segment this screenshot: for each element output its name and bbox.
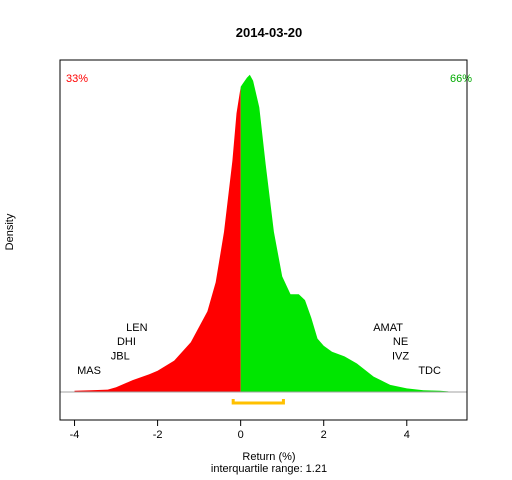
x-tick-label: -2 [153, 429, 163, 441]
density-area-negative [74, 86, 241, 392]
x-tick-label: 4 [404, 429, 410, 441]
iqr-bracket [231, 399, 285, 405]
chart-title: 2014-03-20 [236, 25, 303, 40]
x-tick-label: -4 [70, 429, 80, 441]
ticker-label-ne: NE [393, 336, 408, 348]
right-share-label: 66% [450, 73, 472, 85]
ticker-label-jbl: JBL [111, 350, 130, 362]
ticker-label-tdc: TDC [418, 365, 441, 377]
ticker-label-ivz: IVZ [392, 350, 409, 362]
plot-area: -4 -2 0 2 4 LEN DHI JBL MAS AMAT NE IVZ TDC [59, 59, 468, 441]
ticker-label-mas: MAS [77, 365, 101, 377]
density-area-positive [240, 74, 449, 393]
y-axis-label: Density [4, 213, 16, 250]
ticker-label-amat: AMAT [373, 322, 403, 334]
left-share-label: 33% [66, 73, 88, 85]
x-axis-label: Return (%) [242, 451, 295, 463]
ticker-label-dhi: DHI [117, 336, 136, 348]
chart-subtitle: interquartile range: 1.21 [211, 463, 327, 475]
ticker-label-len: LEN [126, 322, 147, 334]
x-tick-label: 0 [238, 429, 244, 441]
plot-frame [59, 59, 468, 421]
x-tick-label: 2 [321, 429, 327, 441]
